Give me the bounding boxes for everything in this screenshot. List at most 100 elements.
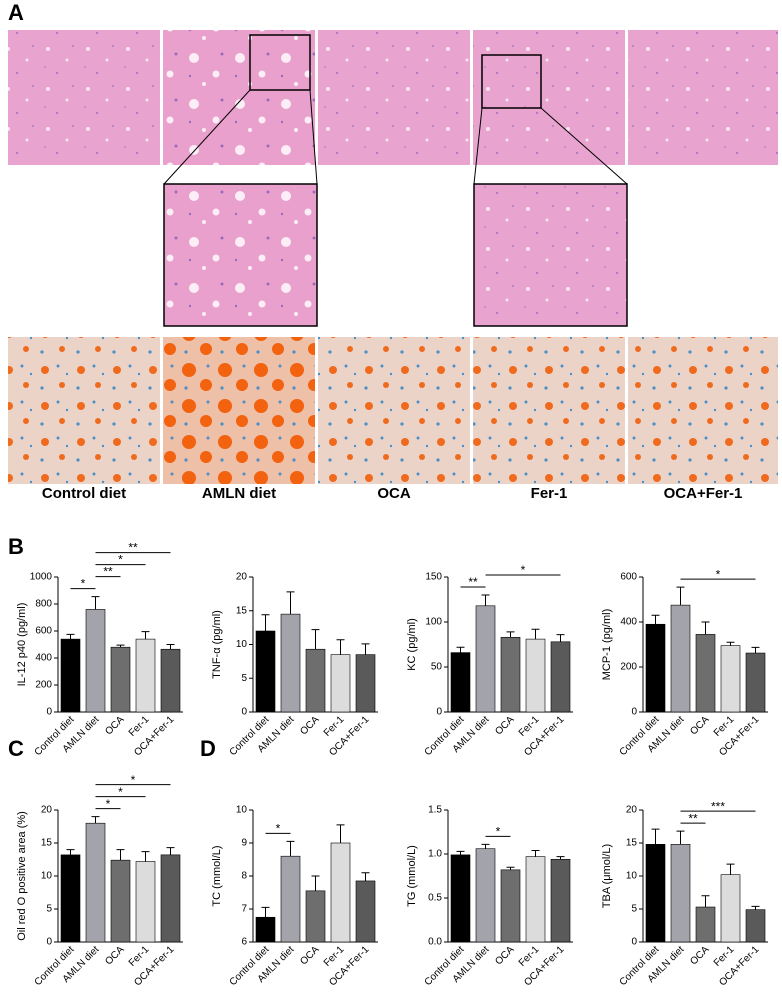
error-bar xyxy=(531,628,540,640)
y-tick-label: 0.0 xyxy=(428,937,442,948)
error-bar xyxy=(91,596,100,610)
significance-label: * xyxy=(118,553,123,567)
y-tick-label: 5 xyxy=(631,904,637,915)
zoom-line xyxy=(163,89,251,185)
error-bar xyxy=(651,614,660,625)
x-tick-label: OCA xyxy=(493,944,516,967)
y-tick-label: 600 xyxy=(35,626,52,637)
bar xyxy=(85,609,106,713)
significance-label: * xyxy=(106,797,111,811)
error-bar xyxy=(311,629,320,650)
bar xyxy=(670,604,691,713)
x-tick-label: OCA xyxy=(103,944,126,967)
y-tick-label: 50 xyxy=(431,662,443,673)
zoom-line xyxy=(309,89,318,185)
bar xyxy=(500,636,521,713)
bar xyxy=(60,854,81,943)
zoom-box xyxy=(481,54,542,109)
bar xyxy=(475,848,496,943)
error-bar xyxy=(751,646,760,654)
panel-label: A xyxy=(8,0,24,25)
panel-label: C xyxy=(8,736,24,761)
y-tick-label: 8 xyxy=(241,871,247,882)
bar xyxy=(280,855,301,943)
y-axis-label: Oil red O positive area (%) xyxy=(16,811,28,941)
oil-red-image xyxy=(473,337,625,484)
error-bar xyxy=(336,824,345,843)
error-bar xyxy=(166,847,175,855)
y-tick-label: 10 xyxy=(626,871,638,882)
y-axis-label: TBA (μmol/L) xyxy=(601,844,613,908)
error-bar xyxy=(651,828,660,845)
bar xyxy=(745,652,766,713)
error-bar xyxy=(116,644,125,648)
error-bar xyxy=(286,591,295,615)
zoom-image xyxy=(163,183,318,327)
error-bar xyxy=(481,843,490,849)
error-bar xyxy=(91,816,100,824)
bar xyxy=(160,648,181,713)
error-bar xyxy=(141,631,150,640)
significance-label: ** xyxy=(468,575,478,589)
histology xyxy=(8,30,778,484)
bar xyxy=(330,654,351,713)
x-tick-label: OCA xyxy=(688,944,711,967)
x-tick-label: OCA xyxy=(298,714,321,737)
error-bar xyxy=(701,895,710,908)
y-tick-label: 0 xyxy=(631,937,637,948)
bar xyxy=(305,648,326,713)
y-tick-label: 0.5 xyxy=(428,893,442,904)
error-bar xyxy=(506,866,515,870)
y-tick-label: 20 xyxy=(236,572,248,583)
bar xyxy=(110,646,131,713)
y-tick-label: 100 xyxy=(425,617,442,628)
error-bar xyxy=(481,594,490,606)
he-image xyxy=(163,30,315,165)
significance-label: * xyxy=(276,822,281,836)
y-tick-label: 9 xyxy=(241,838,247,849)
y-tick-label: 20 xyxy=(41,805,53,816)
y-tick-label: 5 xyxy=(46,904,52,915)
oil-red-image xyxy=(628,337,778,484)
error-bar xyxy=(261,906,270,918)
x-tick-label: OCA xyxy=(298,944,321,967)
bar xyxy=(280,613,301,713)
error-bar xyxy=(141,851,150,862)
y-axis-label: KC (pg/ml) xyxy=(406,618,418,671)
bar xyxy=(475,605,496,713)
bar xyxy=(720,874,741,943)
error-bar xyxy=(361,872,370,881)
bar xyxy=(525,856,546,943)
error-bar xyxy=(556,856,565,860)
bar xyxy=(255,916,276,943)
panel-label: D xyxy=(200,736,216,761)
error-bar xyxy=(531,849,540,857)
he-image xyxy=(473,30,625,165)
significance-label: * xyxy=(81,577,86,591)
bar xyxy=(550,641,571,713)
error-bar xyxy=(116,849,125,861)
bar xyxy=(135,861,156,943)
zoom-image xyxy=(473,183,628,327)
error-bar xyxy=(506,631,515,638)
y-axis-label: IL-12 p40 (pg/ml) xyxy=(16,603,28,687)
y-tick-label: 10 xyxy=(236,639,248,650)
y-tick-label: 20 xyxy=(626,805,638,816)
zoom-box xyxy=(249,34,311,91)
significance-label: * xyxy=(716,567,721,581)
error-bar xyxy=(751,905,760,910)
error-bar xyxy=(456,850,465,855)
y-tick-label: 800 xyxy=(35,599,52,610)
y-tick-label: 0 xyxy=(46,707,52,718)
y-tick-label: 0 xyxy=(241,707,247,718)
bar xyxy=(670,844,691,943)
bar xyxy=(645,844,666,943)
x-tick-label: OCA xyxy=(103,714,126,737)
error-bar xyxy=(726,863,735,875)
error-bar xyxy=(676,830,685,845)
error-bar xyxy=(676,586,685,606)
error-bar xyxy=(286,840,295,857)
y-tick-label: 1.5 xyxy=(428,805,442,816)
bar xyxy=(695,906,716,943)
